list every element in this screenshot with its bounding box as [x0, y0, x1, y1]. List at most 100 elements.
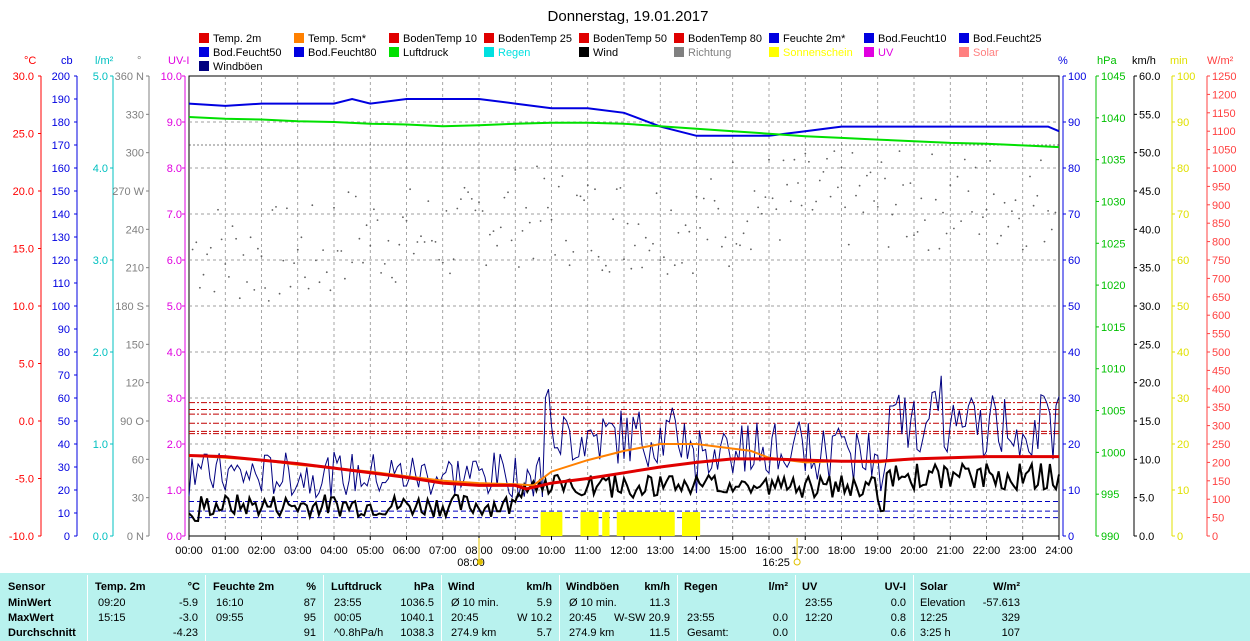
direction-dot-178 — [837, 186, 839, 189]
direction-dot-157 — [760, 212, 763, 215]
direction-dot-179 — [840, 166, 843, 169]
axis-label-6-2: 1035 — [1101, 155, 1125, 167]
direction-dot-211 — [956, 175, 959, 178]
direction-dot-57 — [398, 243, 401, 246]
axis-label-1-3: 170 — [52, 140, 70, 152]
direction-dot-1 — [195, 241, 198, 244]
legend-swatch-17 — [959, 47, 969, 57]
summary-separator-3 — [441, 575, 442, 641]
axis-label-9-23: 100 — [1212, 494, 1230, 506]
summary-gust-time-1: 20:45 — [569, 612, 597, 624]
direction-dot-199 — [913, 234, 915, 237]
axis-label-9-10: 750 — [1212, 255, 1230, 267]
legend-label-1: Temp. 5cm* — [308, 33, 367, 45]
axis-label-7-5: 35.0 — [1139, 263, 1160, 275]
direction-dot-198 — [909, 182, 912, 185]
direction-dot-158 — [764, 196, 767, 199]
axis-label-9-11: 700 — [1212, 273, 1230, 285]
direction-dot-42 — [344, 277, 346, 280]
legend-label-16: UV — [878, 47, 894, 59]
direction-dot-17 — [253, 289, 256, 291]
x-label-17: 17:00 — [791, 545, 819, 557]
direction-dot-29 — [296, 248, 299, 251]
legend-swatch-2 — [389, 33, 399, 43]
direction-dot-84 — [496, 244, 498, 247]
direction-dot-113 — [601, 269, 604, 272]
direction-dot-83 — [492, 230, 495, 233]
direction-dot-7 — [217, 208, 219, 211]
summary-solar-time-0: Elevation — [920, 597, 966, 609]
direction-dot-32 — [307, 287, 310, 290]
axis-label-3-11: 30 — [132, 493, 144, 505]
direction-dot-224 — [1003, 201, 1006, 204]
summary-hum-value-0: 87 — [303, 597, 316, 609]
direction-dot-184 — [858, 184, 861, 187]
legend-swatch-16 — [864, 47, 874, 57]
axis-label-1-16: 40 — [58, 439, 70, 451]
direction-dot-52 — [380, 272, 382, 274]
summary-hum-value-2: 91 — [303, 627, 316, 639]
summary-header-uv: UV — [802, 581, 818, 593]
direction-dot-68 — [438, 258, 440, 261]
direction-dot-98 — [547, 206, 549, 209]
axis-label-2-0: 5.0 — [93, 71, 108, 83]
summary-gust-time-2: 274.9 km — [569, 627, 615, 639]
axis-label-2-5: 0.0 — [93, 531, 108, 543]
legend-swatch-6 — [769, 33, 779, 43]
axis-label-0-3: 15.0 — [13, 244, 34, 256]
direction-dot-177 — [833, 150, 836, 153]
direction-dot-72 — [452, 258, 455, 261]
axis-label-1-15: 50 — [58, 416, 70, 428]
direction-dot-51 — [376, 219, 379, 222]
axis-label-6-5: 1020 — [1101, 280, 1125, 292]
direction-dot-5 — [209, 246, 212, 249]
axis-label-1-1: 190 — [52, 94, 70, 106]
direction-dot-14 — [242, 254, 245, 256]
axis-label-9-4: 1050 — [1212, 145, 1236, 157]
summary-row-label-2: Durchschnitt — [8, 627, 76, 639]
axis-label-6-0: 1045 — [1101, 71, 1125, 83]
summary-header-unit-wind: km/h — [526, 581, 552, 593]
direction-dot-195 — [898, 150, 901, 153]
x-label-21: 21:00 — [936, 545, 964, 557]
series-gust-line — [188, 375, 1060, 499]
axis-label-5-0: 100 — [1068, 71, 1086, 83]
axis-label-7-3: 45.0 — [1139, 186, 1160, 198]
direction-dot-235 — [1043, 240, 1046, 243]
summary-temp-value-0: -5.9 — [179, 597, 198, 609]
direction-dot-114 — [605, 264, 607, 267]
direction-dot-90 — [518, 266, 520, 268]
axis-label-7-4: 40.0 — [1139, 224, 1160, 236]
direction-dot-43 — [347, 191, 350, 194]
direction-dot-143 — [710, 178, 712, 180]
axis-unit-8: min — [1170, 55, 1188, 67]
direction-dot-101 — [557, 185, 560, 188]
direction-dot-210 — [953, 227, 955, 230]
direction-dot-73 — [456, 207, 459, 210]
direction-dot-44 — [351, 261, 353, 264]
direction-dot-64 — [423, 241, 426, 243]
axis-label-8-5: 50 — [1177, 301, 1189, 313]
direction-dot-183 — [855, 194, 857, 197]
direction-dot-196 — [902, 184, 904, 186]
axis-label-1-9: 110 — [52, 278, 70, 290]
summary-wind-value-0: 5.9 — [536, 597, 552, 609]
summary-table: Sensor Temp. 2m °C Feuchte 2m% Luftdruck hPa W… — [0, 573, 1250, 641]
legend-swatch-1 — [294, 33, 304, 43]
direction-dot-82 — [489, 233, 491, 236]
axis-label-3-5: 210 — [126, 263, 144, 275]
direction-dot-95 — [536, 165, 538, 168]
direction-dot-189 — [876, 206, 879, 208]
axis-label-6-3: 1030 — [1101, 196, 1125, 208]
legend: Temp. 2m Temp. 5cm* BodenTemp 10 BodenTemp … — [199, 33, 1042, 73]
x-label-16: 16:00 — [755, 545, 783, 557]
axis-label-9-22: 150 — [1212, 476, 1230, 488]
direction-dot-36 — [322, 249, 324, 252]
direction-dot-39 — [333, 206, 335, 209]
axis-label-4-9: 1.0 — [167, 485, 182, 497]
summary-gust-time-0: Ø 10 min. — [569, 597, 617, 609]
axis-label-8-0: 100 — [1177, 71, 1195, 83]
axis-label-9-3: 1100 — [1212, 126, 1236, 138]
direction-dot-159 — [768, 158, 770, 161]
axis-label-1-5: 150 — [52, 186, 70, 198]
